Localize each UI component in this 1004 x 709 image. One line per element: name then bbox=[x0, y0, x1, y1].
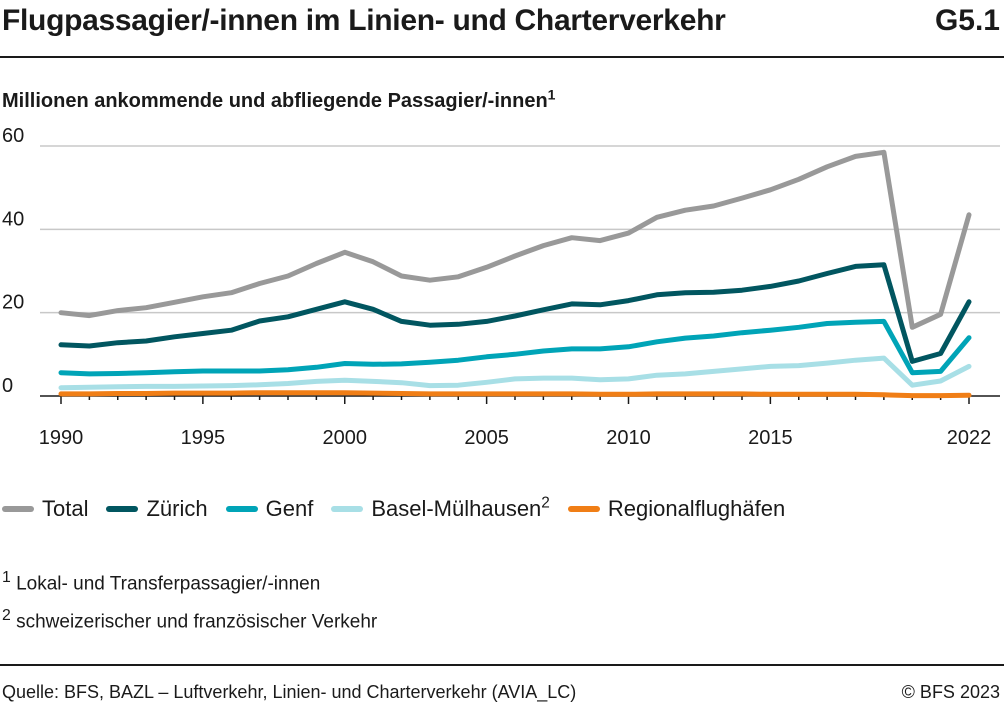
footer-divider bbox=[0, 664, 1004, 666]
y-tick-label-40: 40 bbox=[2, 208, 24, 230]
legend-label-z-rich: Zürich bbox=[146, 496, 207, 522]
footnote-1-ref: 1 bbox=[2, 569, 11, 586]
series-line-total bbox=[58, 149, 972, 330]
x-tick-label-1995: 1995 bbox=[181, 427, 226, 449]
series-line-z-rich bbox=[58, 262, 972, 364]
y-axis-title-note-ref: 1 bbox=[547, 86, 556, 103]
legend-label-text-z-rich: Zürich bbox=[146, 496, 208, 521]
legend-label-text-regionalflugh-fen: Regionalflughäfen bbox=[607, 496, 786, 521]
y-axis-title: Millionen ankommende und abfliegende Pas… bbox=[2, 87, 555, 113]
footnote-2-text: schweizerischer und französischer Verkeh… bbox=[16, 611, 378, 633]
legend-label-text-total: Total bbox=[42, 496, 89, 521]
x-tick-label-2005: 2005 bbox=[464, 427, 509, 449]
legend-swatch-z-rich bbox=[106, 506, 139, 512]
legend-label-text-basel-m-lhausen: Basel-Mülhausen bbox=[371, 496, 542, 521]
x-tick-label-1990: 1990 bbox=[39, 427, 84, 449]
series-line-genf bbox=[58, 318, 972, 377]
legend-label-basel-m-lhausen: Basel-Mülhausen2 bbox=[371, 494, 550, 522]
series-line-regionalflugh-fen bbox=[58, 390, 972, 399]
chart-title: Flugpassagier/-innen im Linien- und Char… bbox=[2, 4, 726, 37]
copyright-text: © BFS 2023 bbox=[901, 682, 1000, 702]
legend-item-basel-m-lhausen: Basel-Mülhausen2 bbox=[331, 494, 550, 522]
footnotes: 1 Lokal- und Transferpassagier/-innen 2 … bbox=[2, 562, 377, 639]
legend-label-regionalflugh-fen: Regionalflughäfen bbox=[608, 496, 785, 522]
legend-item-genf: Genf bbox=[225, 496, 314, 522]
footnote-2: 2 schweizerischer und französischer Verk… bbox=[2, 600, 377, 638]
legend-swatch-genf bbox=[225, 506, 258, 512]
x-tick-label-2000: 2000 bbox=[323, 427, 368, 449]
line-chart: 1990 1995 2000 2005 2010 2015 2022 0 20 40 60 bbox=[2, 125, 1000, 449]
y-tick-label-60: 60 bbox=[2, 125, 24, 147]
footnote-1-text: Lokal- und Transferpassagier/-innen bbox=[16, 573, 321, 595]
source-text: Quelle: BFS, BAZL – Luftverkehr, Linien-… bbox=[2, 682, 577, 702]
series-line-basel-m-lhausen bbox=[58, 355, 972, 391]
y-axis-title-text: Millionen ankommende und abfliegende Pas… bbox=[2, 90, 548, 112]
y-axis: 0 20 40 60 bbox=[2, 125, 24, 397]
footnote-1: 1 Lokal- und Transferpassagier/-innen bbox=[2, 562, 377, 600]
chart-code: G5.1 bbox=[934, 4, 1000, 37]
y-tick-label-0: 0 bbox=[2, 375, 13, 397]
legend-swatch-total bbox=[2, 506, 34, 512]
legend-label-genf: Genf bbox=[266, 496, 314, 522]
legend-swatch-regionalflugh-fen bbox=[567, 506, 600, 512]
header: Flugpassagier/-innen im Linien- und Char… bbox=[0, 0, 1004, 58]
y-tick-label-20: 20 bbox=[2, 292, 24, 314]
legend-swatch-basel-m-lhausen bbox=[331, 506, 364, 512]
legend: Total Zürich Genf Basel-Mülhausen2 Regionalf… bbox=[2, 494, 803, 524]
legend-label-text-genf: Genf bbox=[265, 496, 314, 521]
x-tick-label-2015: 2015 bbox=[748, 427, 793, 449]
series-lines bbox=[58, 149, 972, 399]
x-tick-label-2022: 2022 bbox=[947, 427, 992, 449]
x-tick-label-2010: 2010 bbox=[606, 427, 651, 449]
legend-label-total: Total bbox=[42, 496, 88, 522]
x-axis: 1990 1995 2000 2005 2010 2015 2022 bbox=[39, 396, 992, 449]
footnote-2-ref: 2 bbox=[2, 607, 11, 625]
legend-label-note-ref-basel-m-lhausen: 2 bbox=[541, 494, 550, 512]
legend-item-total: Total bbox=[2, 496, 88, 522]
legend-item-z-rich: Zürich bbox=[106, 496, 208, 522]
legend-item-regionalflugh-fen: Regionalflughäfen bbox=[567, 496, 785, 522]
